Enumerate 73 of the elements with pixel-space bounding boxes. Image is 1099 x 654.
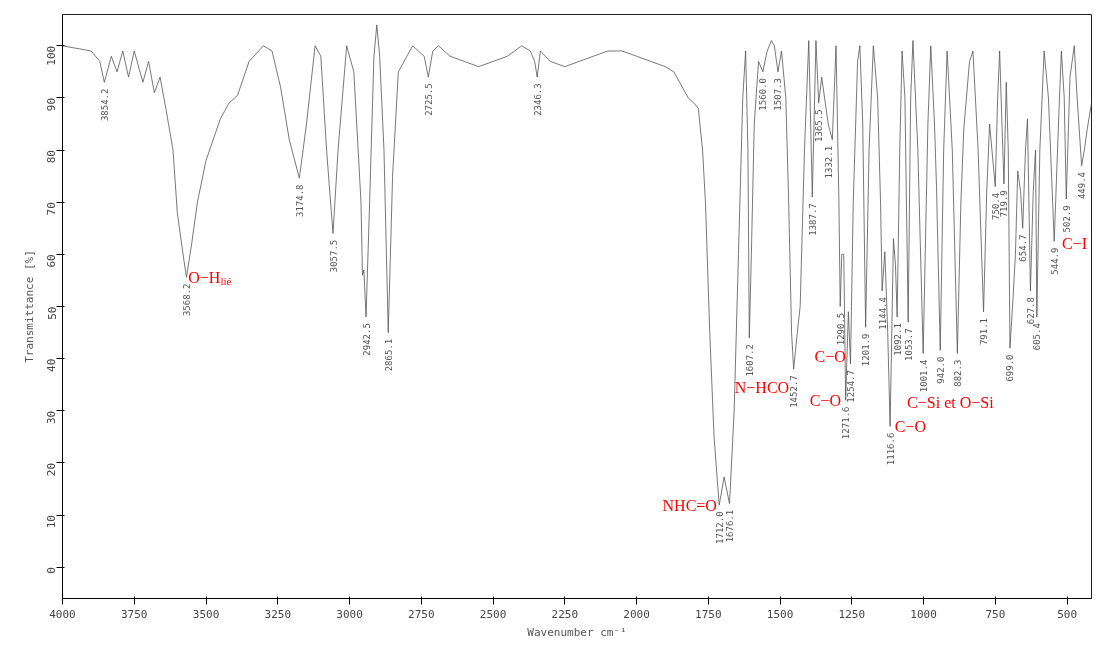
x-tick-label: 750 [985,607,1006,621]
annotation: 882.3 [952,359,963,387]
annotation: 1332.1 [823,145,834,179]
annotation: N−HCO [734,378,790,396]
annotation: 1144.4 [877,297,888,330]
annotation: 1092.1 [892,323,903,356]
annotation: 2865.1 [383,338,394,372]
x-tick-label: 3000 [336,607,363,621]
y-tick-label: 10 [45,515,59,529]
annotation: 544.9 [1049,247,1060,275]
y-tick-label: 80 [45,150,59,164]
y-tick-label: 0 [45,567,59,574]
annotation: C−O [814,347,846,365]
annotation: 1001.4 [918,359,929,393]
y-tick-label: 100 [45,45,59,66]
annotation: 3057.5 [328,239,339,273]
x-tick-label: 2000 [623,607,650,621]
annotation: 1452.7 [789,375,800,408]
x-axis-title: Wavenumber cm⁻¹ [527,625,627,639]
x-tick-label: 1250 [838,607,866,621]
x-tick-label: 2250 [551,607,579,621]
annotation: 3568.2 [181,283,192,317]
annotation: 1201.9 [861,333,872,367]
annotation: 2725.5 [423,83,434,116]
x-tick-label: 3750 [121,607,148,621]
x-tick-label: 3500 [192,607,220,621]
annotation: 627.8 [1025,297,1036,325]
x-tick-label: 2500 [479,607,507,621]
y-tick-label: 50 [45,306,59,320]
annotation: 1607.2 [744,344,755,377]
annotation: 1507.3 [773,78,784,111]
x-tick-label: 3250 [264,607,292,621]
y-tick-label: 30 [45,410,59,425]
annotation: 1560.0 [758,78,769,111]
x-tick-label: 4000 [49,607,76,621]
annotation: 791.1 [979,317,990,346]
annotation: 2942.5 [361,323,372,356]
x-tick-label: 1750 [695,607,722,621]
x-tick-label: 500 [1057,607,1078,621]
annotation: C−O [809,391,842,409]
annotation: 1271.6 [841,406,852,440]
annotation: 502.9 [1061,205,1072,233]
annotation: 942.0 [935,356,946,384]
annotation: 699.0 [1005,354,1016,382]
annotation: 1290.5 [835,312,846,346]
annotation: 3854.2 [99,88,110,122]
annotation: 654.7 [1018,234,1029,262]
annotation: 1712.0 [714,511,725,544]
annotation: 719.9 [999,190,1010,218]
annotation: 750.4 [990,192,1001,220]
annotation: C−O [894,417,926,435]
y-axis-title: Transmittance [%] [22,250,36,363]
y-tick-label: 70 [45,202,59,216]
y-tick-label: 40 [45,358,59,372]
annotation: 1387.7 [807,203,818,236]
annotation: 1676.1 [725,509,736,543]
annotation: 3174.8 [294,184,305,217]
annotation: NHC=O [662,496,717,514]
x-tick-label: 1000 [910,607,937,621]
annotation: 1365.5 [814,109,825,142]
annotation: 1254.7 [845,370,856,403]
y-tick-label: 20 [45,462,59,477]
annotation: 2346.3 [532,83,543,116]
annotation: C−Si et O−Si [907,393,995,411]
annotation: 605.4 [1032,323,1043,351]
annotation: 1053.7 [903,328,914,361]
annotation: 449.4 [1077,171,1088,200]
annotation: C−I [1061,235,1087,253]
x-tick-label: 2750 [408,607,435,621]
y-tick-label: 60 [45,254,59,268]
annotation: 1116.6 [885,432,896,466]
y-tick-label: 90 [45,97,59,112]
x-tick-label: 1500 [766,607,794,621]
